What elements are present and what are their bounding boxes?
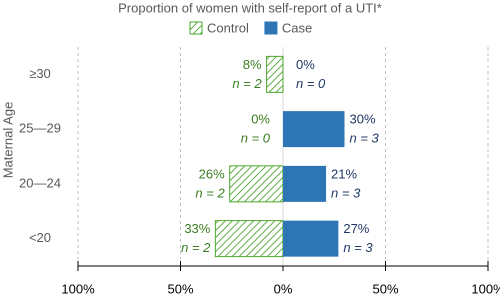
legend-swatch xyxy=(189,21,203,35)
bar xyxy=(214,220,284,258)
value-label: 0% xyxy=(251,112,270,127)
n-label: n = 3 xyxy=(343,240,373,255)
legend-swatch xyxy=(264,21,278,35)
x-tick-label: 50% xyxy=(372,281,398,296)
bar xyxy=(283,165,327,202)
y-tick-label: 20—24 xyxy=(19,175,61,190)
legend-label: Control xyxy=(207,20,249,35)
x-tick-label: 100% xyxy=(61,281,95,296)
bar xyxy=(283,111,345,148)
n-label: n = 3 xyxy=(331,185,361,200)
value-label: 0% xyxy=(296,57,315,72)
value-label: 30% xyxy=(350,112,376,127)
value-label: 27% xyxy=(343,221,369,236)
y-axis-label: Maternal Age xyxy=(0,102,15,179)
value-label: 26% xyxy=(199,166,225,181)
n-label: n = 2 xyxy=(181,240,211,255)
n-label: n = 2 xyxy=(195,185,225,200)
y-tick-label: 25—29 xyxy=(19,121,61,136)
legend-label: Case xyxy=(282,20,312,35)
n-label: n = 3 xyxy=(350,131,380,146)
x-tick-label: 50% xyxy=(167,281,193,296)
y-tick-label: ≥30 xyxy=(29,66,51,81)
chart-title: Proportion of women with self-report of … xyxy=(118,0,382,15)
bar xyxy=(229,165,284,203)
value-label: 33% xyxy=(184,221,210,236)
value-label: 21% xyxy=(331,166,357,181)
n-label: n = 2 xyxy=(232,76,262,91)
value-label: 8% xyxy=(243,57,262,72)
n-label: n = 0 xyxy=(296,76,326,91)
x-tick-label: 100% xyxy=(471,281,500,296)
y-tick-label: <20 xyxy=(29,230,51,245)
x-tick-label: 0% xyxy=(274,281,293,296)
n-label: n = 0 xyxy=(241,131,271,146)
bar xyxy=(283,220,339,257)
bar xyxy=(266,55,284,93)
